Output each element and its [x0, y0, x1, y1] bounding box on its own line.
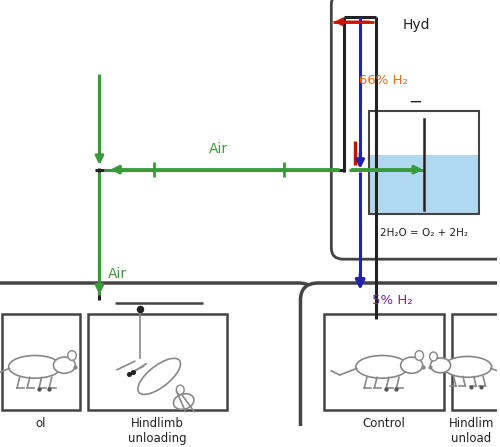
Bar	[452, 314, 500, 410]
Text: 5% H₂: 5% H₂	[372, 294, 412, 307]
Ellipse shape	[68, 350, 76, 360]
Ellipse shape	[138, 358, 180, 394]
Ellipse shape	[8, 355, 61, 378]
Text: Hyd: Hyd	[403, 18, 430, 32]
Text: 66% H₂: 66% H₂	[359, 75, 408, 88]
Bar	[324, 314, 444, 410]
Bar	[369, 111, 478, 155]
Text: ol: ol	[36, 417, 46, 430]
Text: −: −	[408, 93, 422, 111]
Ellipse shape	[444, 356, 492, 377]
Text: 2H₂O = O₂ + 2H₂: 2H₂O = O₂ + 2H₂	[380, 228, 468, 238]
Bar	[369, 155, 478, 215]
FancyBboxPatch shape	[0, 283, 316, 441]
Bar	[88, 314, 227, 410]
Text: Hindlim
unload: Hindlim unload	[449, 417, 494, 445]
Text: Hindlimb
unloading: Hindlimb unloading	[128, 417, 186, 445]
Ellipse shape	[176, 385, 184, 394]
Ellipse shape	[54, 357, 76, 373]
Ellipse shape	[400, 357, 422, 373]
Text: Air: Air	[210, 142, 229, 156]
Ellipse shape	[430, 358, 450, 373]
Ellipse shape	[415, 350, 424, 360]
Text: Control: Control	[362, 417, 406, 430]
Bar	[369, 111, 478, 215]
Ellipse shape	[430, 352, 438, 361]
Ellipse shape	[174, 394, 194, 409]
Text: Air: Air	[108, 267, 126, 281]
FancyBboxPatch shape	[332, 0, 500, 259]
FancyBboxPatch shape	[300, 283, 500, 441]
Bar	[2, 314, 80, 410]
Ellipse shape	[356, 355, 408, 378]
